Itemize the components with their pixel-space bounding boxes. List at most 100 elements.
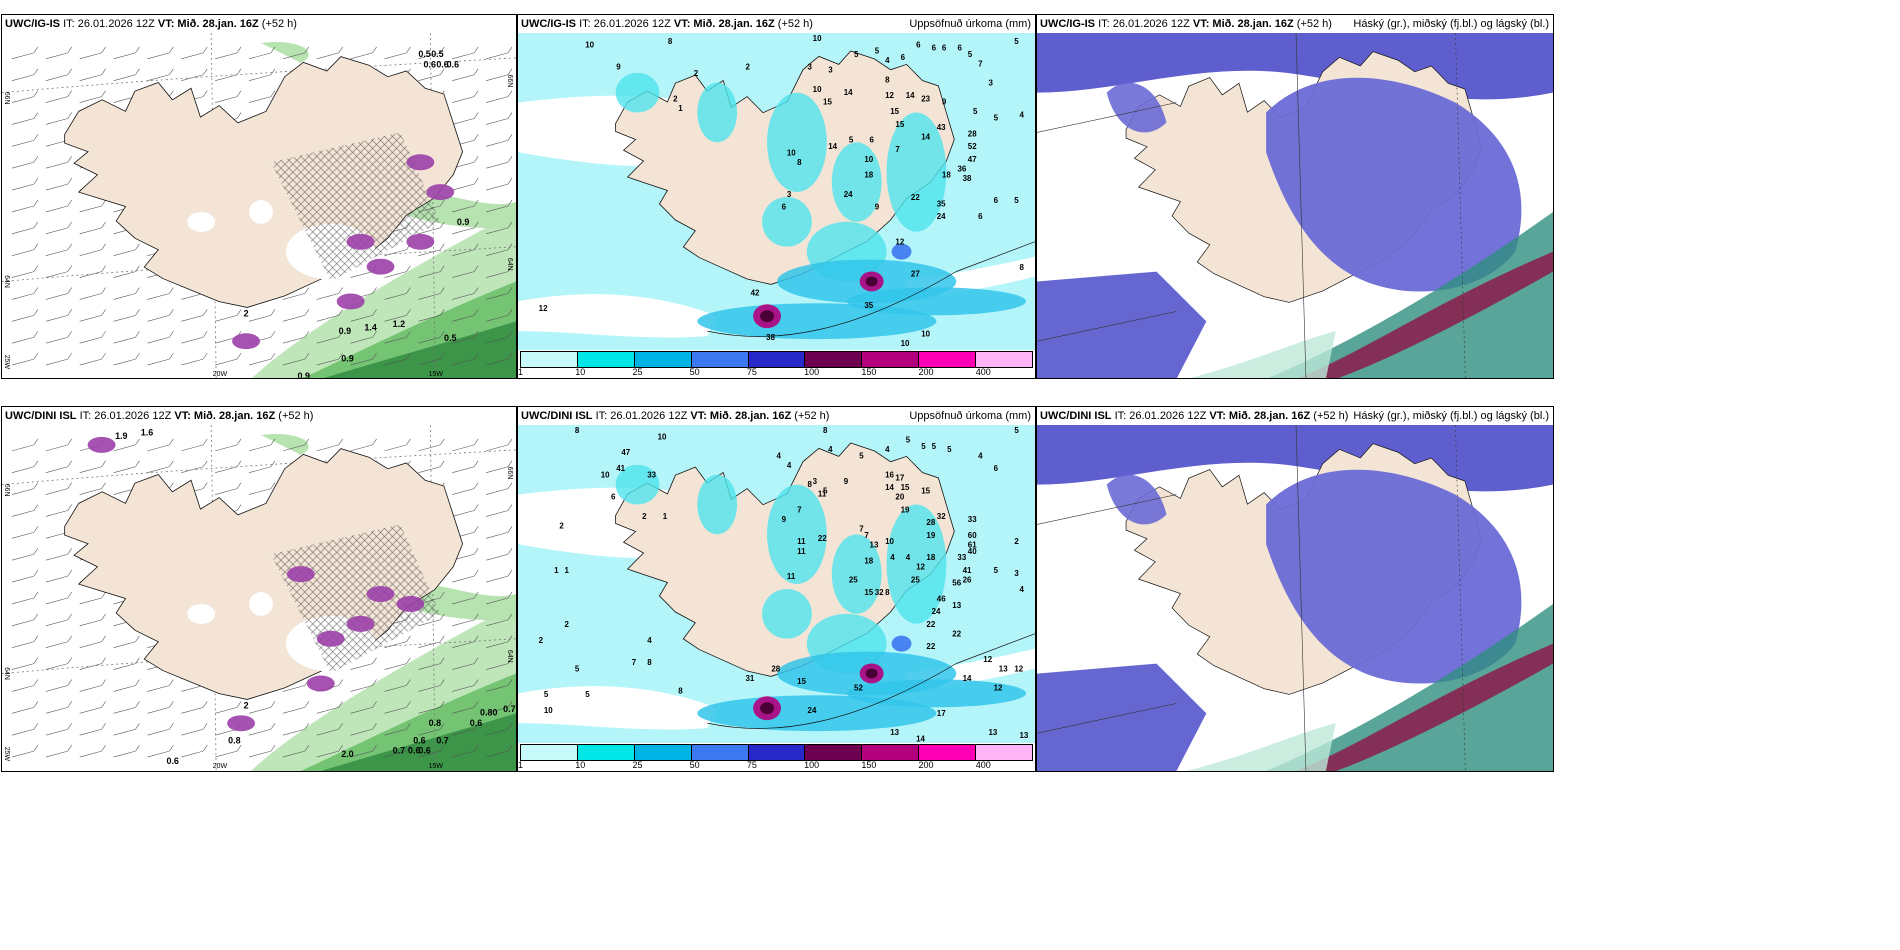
precip-total-label: 5 [947, 445, 952, 454]
glacier [249, 592, 273, 616]
wind-barb [486, 444, 509, 452]
precip-total-label: 22 [926, 642, 935, 651]
wind-barb [350, 707, 373, 714]
wind-barb-flag [67, 221, 72, 229]
precip-total-label: 7 [864, 531, 869, 540]
wind-barb-flag [473, 657, 479, 664]
wind-barb [452, 641, 475, 649]
wind-barb-flag [507, 199, 513, 207]
wind-barb-flag [101, 199, 106, 207]
wind-barb [11, 685, 34, 692]
wind-barb [350, 271, 373, 278]
wind-barb [282, 52, 305, 60]
wind-barb-flag [67, 46, 72, 54]
wind-barb [486, 205, 509, 213]
precip-total-label: 10 [658, 432, 667, 441]
legend-swatch [919, 352, 977, 367]
wind-barb [248, 728, 272, 736]
wind-barb [45, 315, 68, 322]
wind-barb-flag [135, 331, 140, 338]
graticule [1295, 425, 1307, 771]
wind-barb [147, 74, 170, 82]
wind-barb-flag [304, 46, 310, 54]
legend-swatch [577, 352, 635, 367]
wind-barb [486, 249, 509, 256]
precip-total-label: 13 [890, 728, 899, 737]
legend-label: 75 [746, 760, 757, 770]
wind-barb-flag [440, 287, 445, 294]
wind-barb [486, 597, 509, 605]
precip-total-label: 8 [678, 687, 683, 696]
wind-barb-flag [473, 134, 479, 141]
wind-barb-flag [507, 90, 513, 97]
wind-barb-flag [67, 460, 72, 467]
glacier [249, 200, 273, 224]
wind-barb-flag [67, 156, 72, 163]
wind-barb [452, 358, 475, 366]
wind-barb [147, 444, 170, 452]
wind-barb-flag [33, 657, 39, 664]
wind-map[interactable]: 1.9 1.6 0.8 0.80 0.7 0.6 0.6 0.7 0.7 0.6 0.6 2.0 0.8… [2, 425, 516, 771]
precip-total-label: 19 [901, 505, 910, 514]
wind-barb [113, 315, 136, 322]
precip-total-label: 6 [957, 43, 962, 52]
precip-max-core [865, 668, 878, 679]
precip-total-label: 8 [885, 588, 890, 597]
wind-barb-flag [338, 723, 343, 730]
wind-barb [452, 293, 475, 300]
precip-value-label: 0.9 [298, 371, 310, 378]
wind-barb [147, 315, 170, 322]
wind-barb-flag [507, 438, 513, 446]
field-title: Háský (gr.), miðský (fj.bl.) og lágský (… [1353, 18, 1549, 30]
wind-barb-flag [440, 591, 445, 599]
wind-barb-flag [270, 90, 276, 97]
init-time: IT: 26.01.2026 12Z [1114, 410, 1207, 422]
precip-total-label: 6 [782, 202, 787, 211]
wind-barb [418, 444, 441, 452]
wind-barb [45, 161, 68, 169]
precip-total-label: 28 [771, 664, 780, 673]
wind-map[interactable]: 0.5 0.5 0.6 0.6 0.6 0.9 0.9 1.4 1.2 0.5 0.9 0.9 2 20W… [2, 33, 516, 378]
precip-patch [615, 72, 660, 113]
wind-barb-flag [270, 723, 276, 730]
wind-barb-flag [507, 723, 513, 730]
init-time: IT: 26.01.2026 12Z [579, 18, 671, 30]
graticule [1455, 425, 1466, 771]
panel-header: UWC/IG-IS IT: 26.01.2026 12Z VT: Mið. 28… [1037, 15, 1553, 33]
precip-map[interactable]: 10 8 10 2 2 3 3 5 5 4 6 6 6 6 6 5 7 5 3 10 15 14 8 12 14 23 15 15 9 5… [518, 33, 1035, 350]
wind-barb-flag [101, 591, 106, 599]
wind-barb [79, 641, 102, 649]
precip-map[interactable]: 8 10 8 47 41 10 33 6 2 1 2 1 1 2 2 4 5 7 8 5 5 10 8 4 4 4 5 4 5 5 5 5 4 6… [518, 425, 1035, 743]
precip-total-label: 4 [828, 445, 833, 454]
wind-barb-flag [406, 701, 411, 708]
wind-barb-flag [507, 548, 513, 555]
precip-total-label: 24 [937, 212, 946, 221]
cloud-map[interactable] [1037, 33, 1553, 378]
wind-barb-flag [135, 635, 140, 642]
lead-time: (+52 h) [794, 410, 830, 422]
wind-barb [316, 707, 339, 714]
legend-label: 1 [518, 367, 524, 377]
cloud-map[interactable] [1037, 425, 1553, 771]
legend-label: 150 [861, 760, 877, 770]
wind-barb-flag [101, 221, 106, 229]
wind-barb [452, 488, 475, 495]
wind-barb-flag [101, 309, 106, 316]
precip-value-label: 2 [244, 309, 249, 319]
wind-barb [45, 532, 68, 539]
wind-barb [282, 728, 305, 736]
wind-barb [181, 358, 204, 366]
wind-barb-flag [440, 438, 445, 446]
wind-barb [113, 663, 136, 670]
precip-total-label: 24 [844, 190, 853, 199]
graticule [1295, 33, 1307, 378]
wind-barb [248, 74, 272, 82]
precip-total-label: 10 [901, 339, 910, 348]
wind-barb-flag [67, 613, 72, 621]
legend-swatch [919, 745, 977, 760]
panel-header: UWC/IG-IS IT: 26.01.2026 12Z VT: Mið. 28… [2, 15, 516, 33]
wind-barb-flag [236, 460, 242, 467]
wind-barb [45, 227, 68, 235]
wind-barb [11, 488, 34, 495]
wind-barb [113, 707, 136, 714]
